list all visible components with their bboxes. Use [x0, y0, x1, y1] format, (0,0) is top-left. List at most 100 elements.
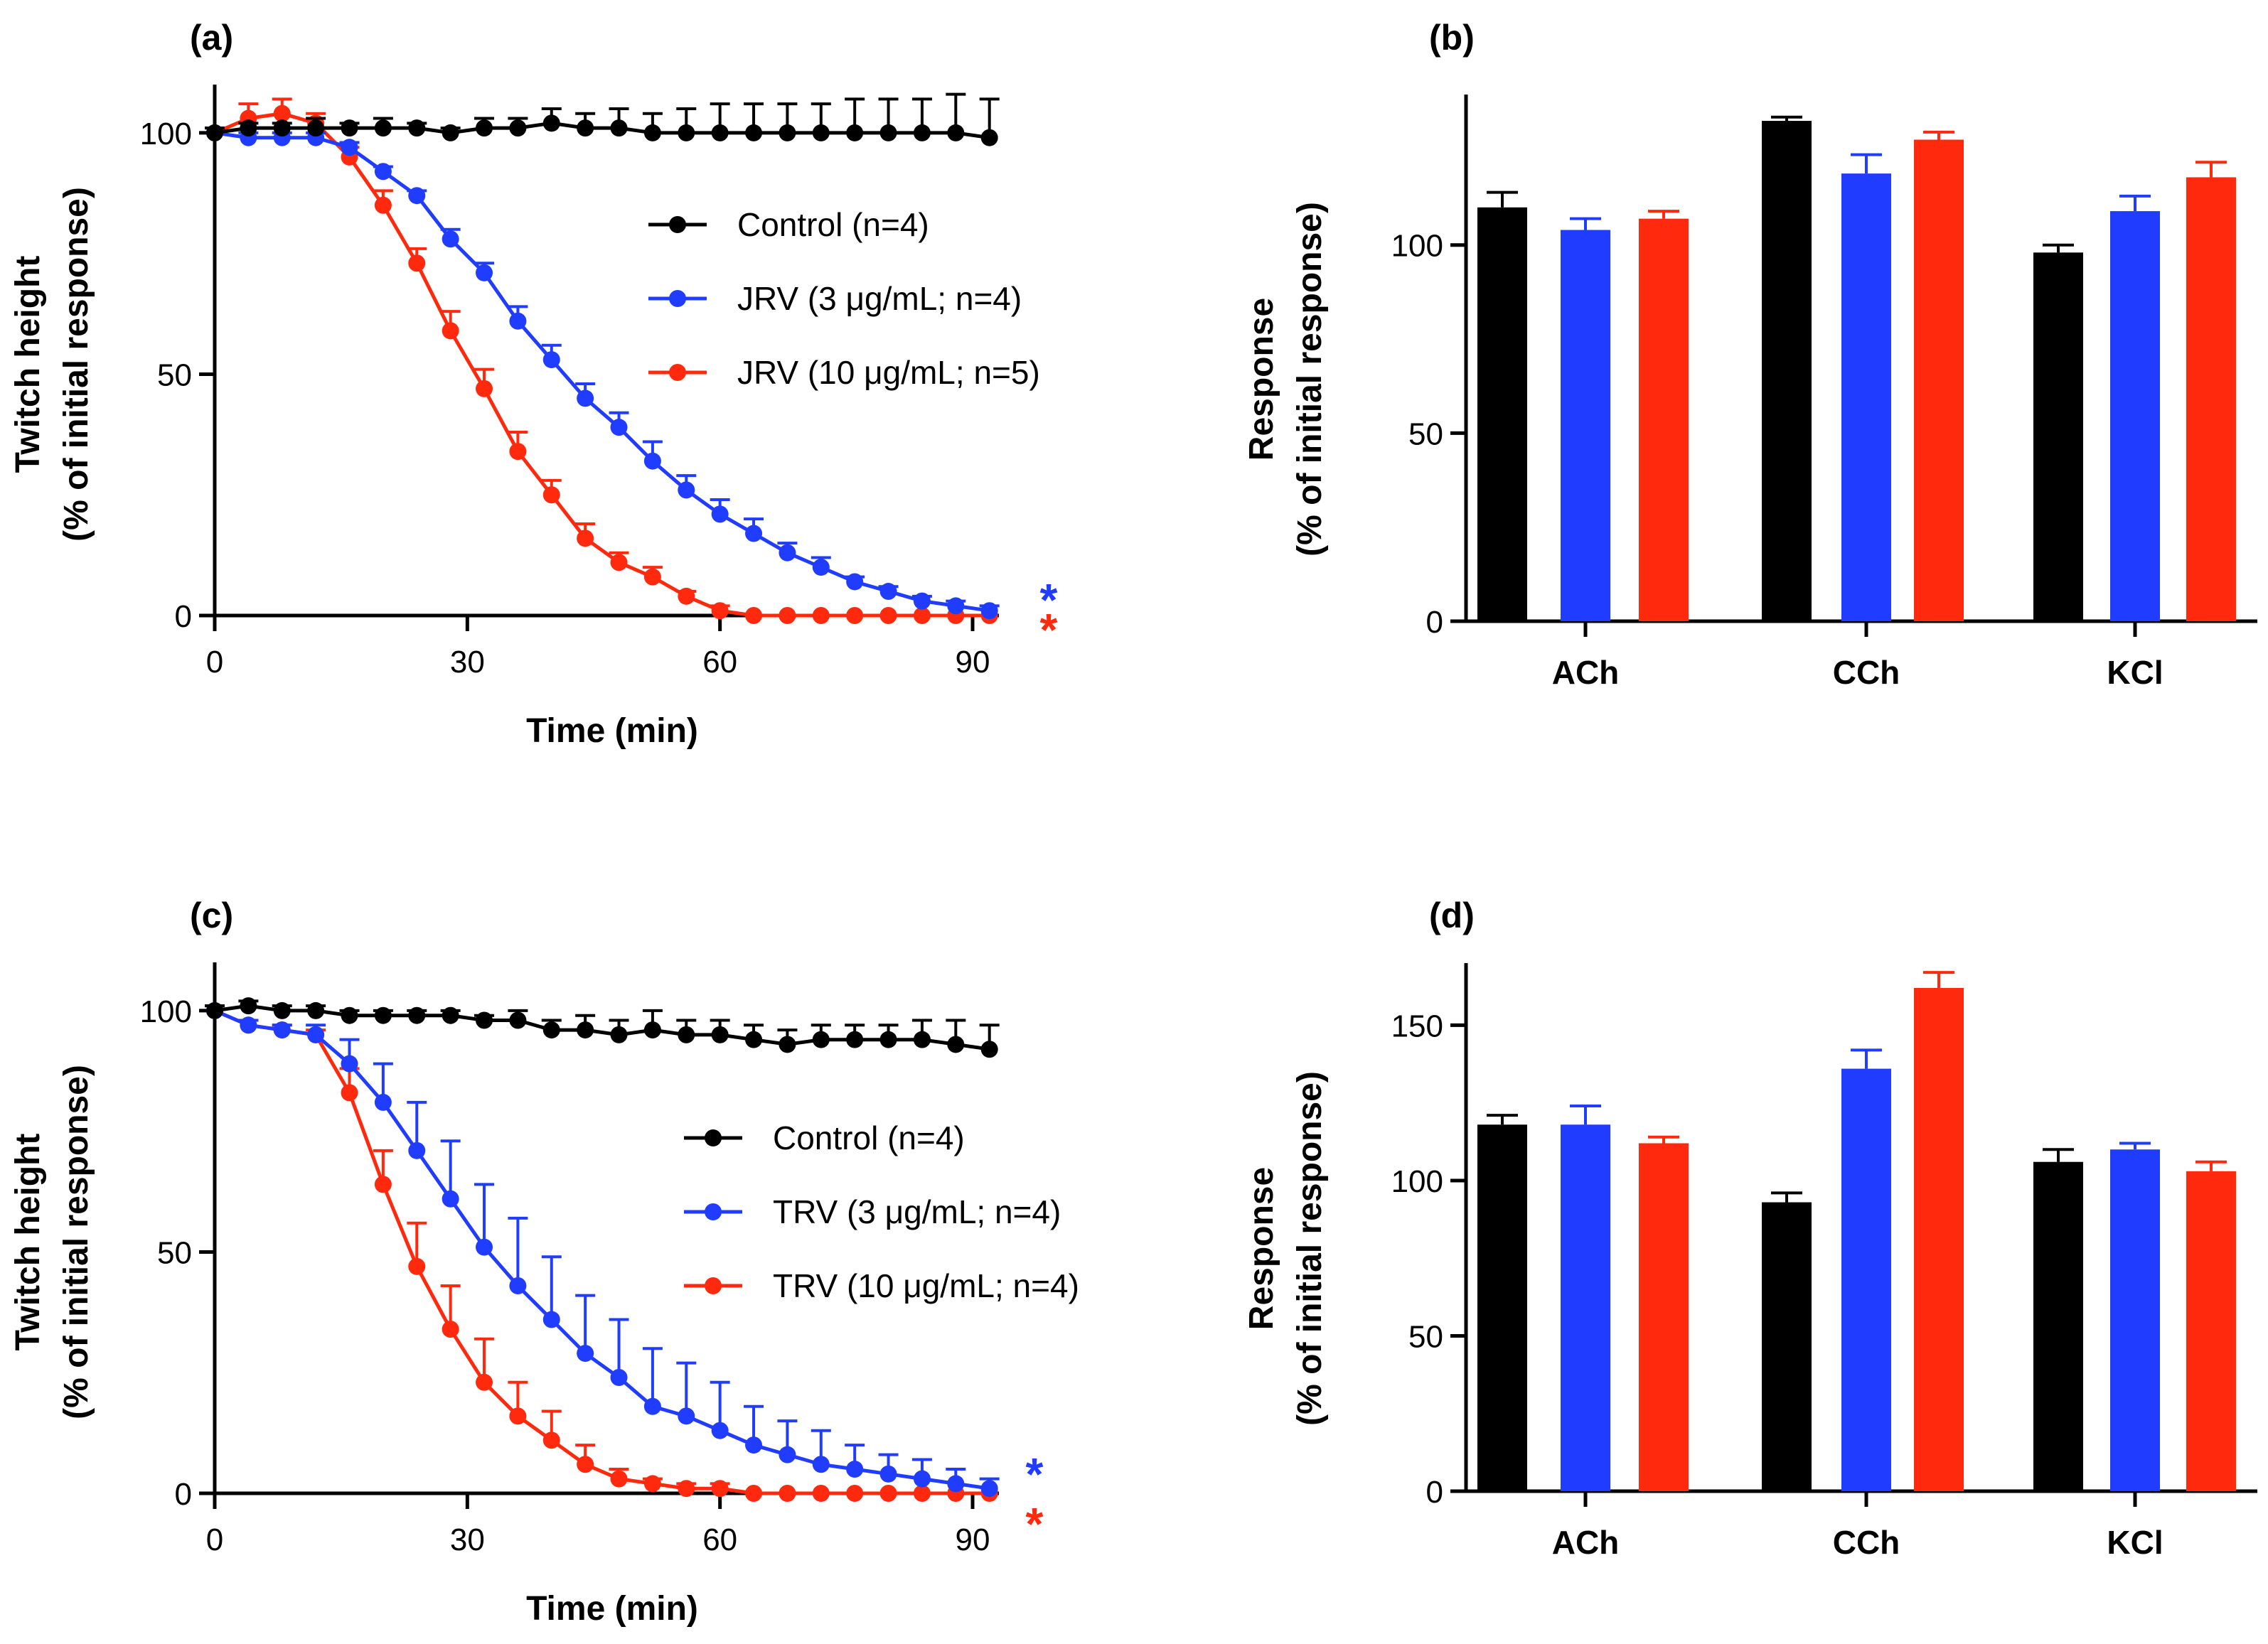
data-point [711, 602, 729, 620]
legend-label: Control (n=4) [773, 1119, 965, 1156]
data-point [846, 607, 864, 624]
legend-label: JRV (10 μg/mL; n=5) [737, 354, 1040, 391]
y-tick-label: 100 [140, 994, 192, 1029]
data-point [273, 104, 291, 122]
data-point [643, 124, 661, 141]
data-point [678, 1480, 695, 1498]
data-point [408, 1257, 426, 1275]
data-point [577, 530, 594, 547]
bar [1841, 1068, 1891, 1491]
y-axis-label: Response [1243, 298, 1280, 461]
data-point [947, 1475, 965, 1493]
legend: Control (n=4) TRV (3 μg/mL; n=4) TRV (10 μ… [684, 1119, 1079, 1304]
data-point [643, 568, 661, 586]
bar [2186, 1171, 2236, 1491]
bar [1914, 139, 1964, 621]
x-tick-label: KCl [2107, 654, 2163, 691]
data-point [341, 1006, 358, 1024]
data-point [408, 119, 426, 137]
data-point [913, 124, 931, 141]
legend-label: TRV (10 μg/mL; n=4) [773, 1267, 1079, 1304]
x-tick-label: 60 [702, 645, 737, 679]
data-point [509, 443, 527, 461]
data-point [812, 1485, 830, 1502]
data-point [711, 1422, 729, 1439]
data-point [240, 1016, 257, 1034]
data-point [846, 1461, 864, 1478]
data-point [846, 1485, 864, 1502]
y-axis-label: Response [1243, 1167, 1280, 1330]
y-axis-label: (% of initial response) [58, 1065, 95, 1419]
x-axis-label: Time (min) [526, 1590, 698, 1628]
data-point [577, 389, 594, 407]
panel-label: (b) [1429, 18, 1475, 58]
data-point [307, 1026, 325, 1043]
series-low [205, 124, 1000, 620]
data-point [779, 1485, 796, 1502]
data-point [913, 1031, 931, 1048]
data-point [711, 1026, 729, 1043]
panel-label: (d) [1429, 896, 1475, 935]
data-point [947, 597, 965, 615]
data-point [980, 602, 998, 620]
data-point [846, 124, 864, 141]
data-point [577, 1021, 594, 1039]
series-line [214, 1009, 990, 1495]
data-point [643, 1397, 661, 1415]
legend-label: TRV (3 μg/mL; n=4) [773, 1193, 1061, 1230]
data-point [341, 119, 358, 137]
legend-marker [669, 290, 686, 307]
y-tick-label: 0 [175, 1477, 192, 1512]
x-tick-label: KCl [2107, 1524, 2163, 1561]
bar [1477, 1124, 1527, 1491]
x-tick-label: CCh [1833, 1524, 1900, 1561]
y-tick-label: 50 [1408, 417, 1443, 451]
x-tick-label: ACh [1552, 654, 1620, 691]
data-point [812, 1031, 830, 1048]
legend-marker [705, 1203, 722, 1220]
bar [1561, 1124, 1610, 1491]
significance-star: * [1040, 604, 1058, 655]
bar [1561, 230, 1610, 621]
data-point [542, 114, 560, 132]
x-tick-label: 30 [450, 645, 485, 679]
y-tick-label: 50 [157, 358, 192, 392]
data-point [812, 1456, 830, 1473]
data-point [442, 1321, 459, 1338]
panel-b: (b) 0 50 100 Response (% of initial response)… [1243, 18, 2257, 691]
bar [2110, 211, 2160, 621]
data-point [577, 1456, 594, 1473]
y-axis-label: (% of initial response) [58, 187, 95, 542]
data-point [341, 1055, 358, 1073]
y-tick-label: 100 [1391, 1164, 1443, 1199]
data-point [610, 419, 628, 436]
data-point [542, 486, 560, 504]
bar [2033, 252, 2083, 621]
legend-marker [669, 364, 686, 381]
data-point [476, 380, 493, 397]
data-point [913, 1470, 931, 1488]
data-point [879, 583, 897, 601]
x-tick-label: 30 [450, 1522, 485, 1557]
y-tick-label: 50 [157, 1235, 192, 1270]
data-point [745, 1436, 763, 1454]
data-point [913, 607, 931, 624]
data-point [273, 119, 291, 137]
y-tick-label: 100 [140, 117, 192, 151]
data-point [610, 554, 628, 571]
data-point [307, 119, 325, 137]
x-tick-label: ACh [1552, 1524, 1620, 1561]
y-axis-label: Twitch height [9, 256, 47, 473]
data-point [610, 1026, 628, 1043]
data-point [980, 1041, 998, 1058]
data-point [879, 124, 897, 141]
data-point [812, 124, 830, 141]
data-point [542, 351, 560, 369]
series-control [205, 997, 1000, 1058]
data-point [341, 1084, 358, 1102]
category-group-kcl: KCl [2033, 161, 2236, 691]
data-point [610, 1369, 628, 1387]
series-line [214, 121, 990, 140]
data-point [947, 124, 965, 141]
data-point [374, 1093, 392, 1111]
